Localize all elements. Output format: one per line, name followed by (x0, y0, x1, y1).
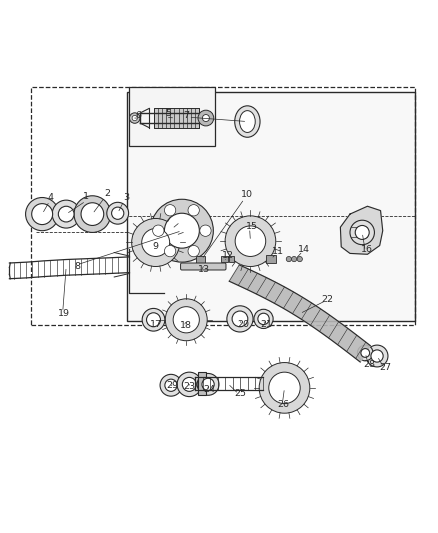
Text: 4: 4 (48, 193, 54, 202)
Text: 26: 26 (278, 400, 290, 408)
Text: 22: 22 (321, 295, 333, 304)
Circle shape (254, 309, 273, 328)
Circle shape (142, 309, 165, 331)
Circle shape (286, 256, 291, 262)
Bar (153, 108, 199, 128)
Circle shape (112, 207, 124, 220)
Polygon shape (229, 265, 370, 362)
Circle shape (371, 350, 383, 362)
Circle shape (132, 116, 138, 120)
Circle shape (357, 345, 373, 361)
Text: 17: 17 (150, 320, 162, 329)
Circle shape (25, 198, 59, 231)
Circle shape (182, 377, 196, 391)
Bar (229, 256, 234, 262)
Text: 3: 3 (124, 193, 130, 202)
Text: 19: 19 (58, 309, 70, 318)
Text: 16: 16 (360, 245, 373, 254)
Ellipse shape (235, 106, 260, 138)
Bar (198, 372, 206, 395)
Circle shape (164, 213, 199, 248)
Bar (221, 256, 228, 262)
Circle shape (361, 349, 370, 357)
Circle shape (232, 311, 248, 327)
Circle shape (74, 196, 111, 232)
Text: 2: 2 (105, 189, 111, 198)
Text: 27: 27 (380, 364, 392, 372)
Circle shape (269, 372, 300, 403)
Circle shape (198, 110, 214, 126)
Circle shape (225, 216, 276, 266)
Circle shape (107, 203, 129, 224)
Bar (266, 255, 276, 263)
Circle shape (227, 306, 253, 332)
Text: 5: 5 (166, 109, 172, 118)
Text: 11: 11 (272, 247, 284, 256)
Text: 18: 18 (180, 321, 192, 330)
Circle shape (200, 225, 211, 236)
Circle shape (32, 204, 53, 224)
Text: 21: 21 (260, 320, 272, 329)
Ellipse shape (240, 111, 255, 133)
Circle shape (165, 379, 177, 391)
Text: 28: 28 (364, 360, 376, 369)
Text: 24: 24 (203, 385, 215, 394)
Circle shape (291, 256, 297, 262)
Circle shape (130, 113, 140, 123)
Bar (127, 92, 416, 321)
Polygon shape (340, 206, 383, 254)
Circle shape (142, 229, 170, 256)
Text: 12: 12 (222, 251, 234, 260)
Circle shape (147, 313, 160, 327)
Circle shape (132, 219, 180, 266)
Circle shape (259, 362, 310, 413)
FancyBboxPatch shape (180, 263, 226, 270)
Text: 23: 23 (183, 382, 195, 391)
Circle shape (297, 256, 302, 262)
Text: 7: 7 (183, 111, 189, 120)
Circle shape (150, 199, 213, 262)
Circle shape (258, 313, 269, 325)
Circle shape (160, 374, 182, 396)
Circle shape (164, 205, 176, 216)
Circle shape (177, 372, 201, 397)
Text: 9: 9 (153, 243, 159, 252)
Text: 14: 14 (298, 245, 310, 254)
Circle shape (366, 345, 388, 367)
Circle shape (197, 374, 219, 395)
Circle shape (58, 206, 74, 222)
Circle shape (52, 200, 80, 228)
Text: 1: 1 (83, 192, 89, 201)
Circle shape (165, 299, 207, 341)
Circle shape (188, 205, 199, 216)
Circle shape (202, 115, 209, 122)
Circle shape (202, 378, 214, 391)
Circle shape (355, 225, 369, 239)
Bar (31, 87, 416, 326)
Bar (130, 87, 215, 147)
Circle shape (81, 203, 104, 225)
Text: 20: 20 (237, 320, 249, 329)
Circle shape (153, 225, 164, 236)
Circle shape (235, 226, 266, 256)
Text: 10: 10 (241, 190, 253, 199)
Circle shape (188, 246, 199, 257)
Bar (196, 256, 205, 263)
Text: 29: 29 (166, 381, 178, 390)
Circle shape (173, 306, 199, 333)
Text: 8: 8 (74, 262, 80, 271)
Circle shape (350, 220, 374, 245)
Circle shape (164, 246, 176, 257)
Text: 6: 6 (135, 111, 141, 120)
Text: 15: 15 (246, 222, 258, 231)
Text: 13: 13 (198, 265, 210, 274)
Text: 25: 25 (234, 390, 246, 399)
